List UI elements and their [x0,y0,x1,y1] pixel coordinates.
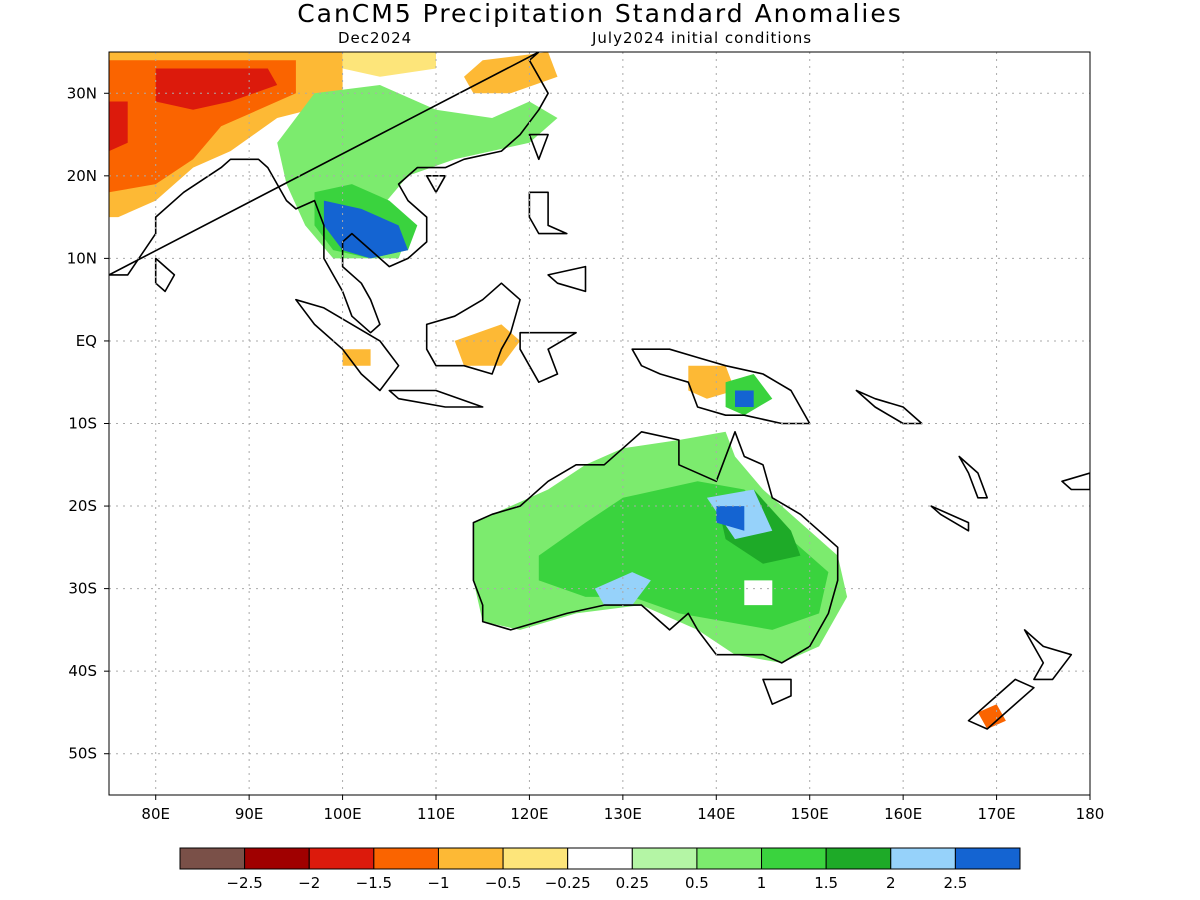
lon-tick-label: 150E [791,805,829,823]
colorbar-swatch [308,847,375,870]
map-title: CanCM5 Precipitation Standard Anomalies [297,0,903,28]
graticule-grid [104,52,1091,800]
coastline-borneo [425,282,521,375]
lon-tick-label: 90E [235,805,264,823]
colorbar-swatch [502,847,569,870]
colorbar-label: −1.5 [356,874,392,892]
anomaly-region-india-west-very-dry [109,101,128,152]
anomaly-region-himalaya-dry [342,52,436,77]
lon-tick-label: 120E [510,805,548,823]
latitude-labels: 30N 20N 10N EQ 10S 20S 30S 40S 50S [67,84,97,762]
anomaly-region-borneo-dry [454,324,521,366]
initial-conditions-label: July2024 initial conditions [592,29,813,47]
anomaly-region-australia-sw-light-blue [594,572,651,606]
colorbar-swatch [631,847,698,870]
lon-tick-label: 130E [604,805,642,823]
map-frame [108,51,1091,796]
colorbar-swatch [244,847,310,870]
lat-tick-label: 50S [68,745,97,763]
coastline-fiji [1061,472,1090,491]
lat-tick-label: 10S [68,415,97,433]
anomaly-region-indochina-wet [277,85,558,259]
coastline-sri-lanka [154,257,176,293]
colorbar-swatch [890,847,956,870]
coastline-asia-mainland [109,52,549,334]
lat-tick-label: 30S [68,580,97,598]
colorbar-label: −1 [427,874,449,892]
colorbar-label: −0.5 [485,874,521,892]
lat-tick-label: EQ [76,332,97,350]
colorbar-label: −2 [298,874,320,892]
coastline-hainan [425,175,447,194]
coastline-luzon [528,191,568,235]
colorbar-swatch [567,847,633,870]
longitude-labels: 80E 90E 100E 110E 120E 130E 140E 150E 160E 170E 18… [141,805,1104,823]
colorbar-swatch [825,847,892,870]
target-month-label: Dec2024 [338,29,413,47]
anomaly-region-new-guinea-dry [688,365,735,399]
anomaly-region-tibet-very-dry [155,68,278,110]
anomaly-region-australia-center-dry-neutral [744,580,773,606]
colorbar-swatch [761,847,827,870]
colorbar-swatch [696,847,763,870]
lon-tick-label: 180 [1076,805,1105,823]
colorbar-label: 2 [886,874,896,892]
colorbar [179,847,1021,870]
colorbar-label: 1.5 [814,874,838,892]
coastline-mindanao [547,265,587,293]
coastline-australia [472,430,839,664]
coastline-taiwan [528,133,549,161]
colorbar-label: −2.5 [226,874,262,892]
lon-tick-label: 170E [978,805,1016,823]
coastline-nz-north [1023,629,1073,681]
colorbar-swatch [437,847,504,870]
lon-tick-label: 100E [324,805,362,823]
coastline-sumatra [295,298,400,392]
coastline-solomon-islands [855,389,923,425]
lat-tick-label: 40S [68,662,97,680]
coastline-tasmania [762,678,792,706]
anomaly-region-thailand-extreme-wet [323,200,408,259]
colorbar-label: 2.5 [943,874,967,892]
lon-tick-label: 140E [697,805,735,823]
lat-tick-label: 20N [67,167,97,185]
coastline-java [388,389,484,408]
anomaly-region-new-zealand-dry [977,704,1006,729]
colorbar-label: 1 [757,874,767,892]
coastline-new-caledonia [930,505,970,532]
lon-tick-label: 110E [417,805,455,823]
colorbar-swatch [954,847,1021,870]
coastline-nz-south [967,678,1035,730]
colorbar-label: 0.25 [616,874,649,892]
lat-tick-label: 10N [67,249,97,267]
coastline-vanuatu [958,455,989,499]
colorbar-swatch [179,847,246,870]
colorbar-swatch [373,847,439,870]
coastline-layer [109,52,1090,730]
colorbar-label: 0.5 [685,874,709,892]
anomaly-region-sumatra-dry [342,349,371,366]
anomaly-region-new-guinea-extreme-wet [735,390,754,407]
lon-tick-label: 80E [141,805,170,823]
lon-tick-label: 160E [884,805,922,823]
lat-tick-label: 20S [68,497,97,515]
colorbar-label: −0.25 [545,874,591,892]
anomaly-region-china-south-dry [464,52,558,94]
colorbar-labels: −2.5 −2 −1.5 −1 −0.5 −0.25 0.25 0.5 1 1.5 2 2.5 [226,874,967,892]
anomaly-fill-layer [109,52,1006,729]
lat-tick-label: 30N [67,84,97,102]
coastline-sulawesi [519,331,577,384]
anomaly-region-australia-deep-blue [716,506,745,531]
